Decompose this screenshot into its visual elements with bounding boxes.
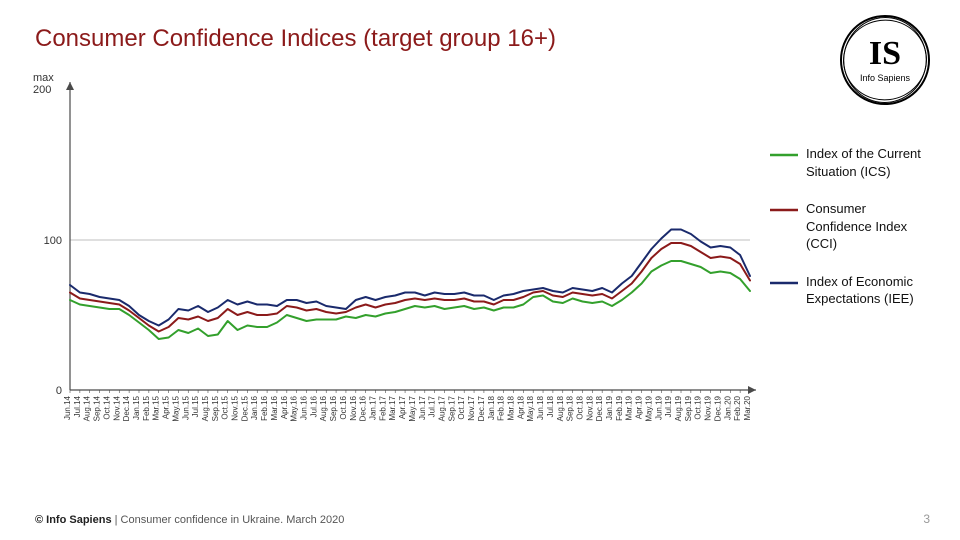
svg-text:Jul.19: Jul.19	[664, 395, 673, 417]
svg-text:Dec.14: Dec.14	[122, 395, 131, 421]
svg-text:Jan.18: Jan.18	[487, 395, 496, 420]
svg-text:Oct.15: Oct.15	[221, 395, 230, 419]
svg-text:Aug.17: Aug.17	[437, 395, 446, 421]
svg-text:Aug.18: Aug.18	[556, 395, 565, 421]
svg-text:Apr.16: Apr.16	[280, 395, 289, 419]
footer-brand: © Info Sapiens	[35, 514, 112, 526]
y-axis-max-label: max 200	[33, 72, 54, 96]
svg-text:Jun.17: Jun.17	[418, 395, 427, 420]
svg-text:Nov.16: Nov.16	[349, 395, 358, 420]
svg-text:100: 100	[44, 235, 62, 247]
svg-text:May.16: May.16	[290, 395, 299, 421]
svg-text:Jan.19: Jan.19	[605, 395, 614, 420]
page-number: 3	[923, 512, 930, 526]
svg-text:May.18: May.18	[526, 395, 535, 421]
legend-label: Consumer Confidence Index (CCI)	[806, 200, 930, 253]
chart-container: max 200 1000Jun.14Jul.14Aug.14Sep.14Oct.…	[35, 70, 755, 450]
svg-text:Feb.19: Feb.19	[615, 395, 624, 420]
svg-text:Jun.18: Jun.18	[536, 395, 545, 420]
svg-text:Apr.18: Apr.18	[516, 395, 525, 419]
svg-text:Apr.19: Apr.19	[635, 395, 644, 419]
legend-item: Index of Economic Expectations (IEE)	[770, 273, 930, 308]
svg-text:Sep.15: Sep.15	[211, 395, 220, 421]
slide-root: Consumer Confidence Indices (target grou…	[0, 0, 960, 540]
svg-text:May.17: May.17	[408, 395, 417, 421]
svg-text:Mar.20: Mar.20	[743, 395, 752, 420]
brand-logo: IS Info Sapiens	[840, 15, 930, 105]
svg-text:Nov.17: Nov.17	[467, 395, 476, 420]
legend-label: Index of Economic Expectations (IEE)	[806, 273, 930, 308]
legend-item: Index of the Current Situation (ICS)	[770, 145, 930, 180]
svg-text:Nov.15: Nov.15	[231, 395, 240, 420]
svg-text:Apr.15: Apr.15	[162, 395, 171, 419]
svg-text:Dec.18: Dec.18	[595, 395, 604, 421]
svg-text:Jun.15: Jun.15	[181, 395, 190, 420]
svg-text:Jan.16: Jan.16	[250, 395, 259, 420]
footer-desc: | Consumer confidence in Ukraine. March …	[112, 514, 345, 526]
svg-text:Feb.17: Feb.17	[378, 395, 387, 420]
svg-text:Dec.17: Dec.17	[477, 395, 486, 421]
svg-text:Jul.14: Jul.14	[73, 395, 82, 417]
svg-text:Sep.16: Sep.16	[329, 395, 338, 421]
svg-text:Oct.17: Oct.17	[457, 395, 466, 419]
svg-text:Feb.15: Feb.15	[142, 395, 151, 420]
svg-text:0: 0	[56, 385, 62, 397]
svg-text:Sep.19: Sep.19	[684, 395, 693, 421]
svg-text:Oct.14: Oct.14	[102, 395, 111, 419]
svg-text:Feb.16: Feb.16	[260, 395, 269, 420]
svg-text:Jun.14: Jun.14	[63, 395, 72, 420]
svg-text:Oct.16: Oct.16	[339, 395, 348, 419]
svg-text:Aug.16: Aug.16	[319, 395, 328, 421]
svg-text:Nov.18: Nov.18	[585, 395, 594, 420]
svg-text:Jan.20: Jan.20	[723, 395, 732, 420]
svg-text:Apr.17: Apr.17	[398, 395, 407, 419]
logo-subtext: Info Sapiens	[860, 73, 910, 83]
svg-text:Sep.18: Sep.18	[566, 395, 575, 421]
legend: Index of the Current Situation (ICS) Cons…	[770, 145, 930, 328]
svg-text:May.15: May.15	[171, 395, 180, 421]
svg-text:Mar.15: Mar.15	[152, 395, 161, 420]
svg-text:Nov.14: Nov.14	[112, 395, 121, 420]
svg-text:May.19: May.19	[644, 395, 653, 421]
logo-initials: IS	[869, 37, 901, 71]
svg-text:Jul.16: Jul.16	[309, 395, 318, 417]
svg-text:Aug.15: Aug.15	[201, 395, 210, 421]
svg-text:Nov.19: Nov.19	[704, 395, 713, 420]
svg-text:Feb.20: Feb.20	[733, 395, 742, 420]
chart-title: Consumer Confidence Indices (target grou…	[35, 25, 556, 53]
legend-swatch-icon	[770, 281, 798, 285]
footer-text: © Info Sapiens | Consumer confidence in …	[35, 514, 344, 526]
svg-text:Feb.18: Feb.18	[497, 395, 506, 420]
svg-text:Dec.16: Dec.16	[359, 395, 368, 421]
svg-text:Jun.16: Jun.16	[300, 395, 309, 420]
logo-circle-icon: IS Info Sapiens	[840, 15, 930, 105]
svg-text:Jul.17: Jul.17	[428, 395, 437, 417]
svg-text:Sep.17: Sep.17	[447, 395, 456, 421]
svg-text:Mar.17: Mar.17	[388, 395, 397, 420]
legend-swatch-icon	[770, 208, 798, 212]
legend-swatch-icon	[770, 153, 798, 157]
svg-text:Oct.19: Oct.19	[694, 395, 703, 419]
svg-text:Aug.19: Aug.19	[674, 395, 683, 421]
svg-text:Aug.14: Aug.14	[83, 395, 92, 421]
svg-text:Oct.18: Oct.18	[575, 395, 584, 419]
line-chart: 100 0Jun.14Jul.14Aug.14Sep.14Oct.14Nov.14…	[35, 70, 755, 450]
svg-text:Jun.19: Jun.19	[654, 395, 663, 420]
svg-text:Jan.15: Jan.15	[132, 395, 141, 420]
legend-label: Index of the Current Situation (ICS)	[806, 145, 930, 180]
svg-text:Mar.16: Mar.16	[270, 395, 279, 420]
svg-text:Dec.19: Dec.19	[713, 395, 722, 421]
svg-text:Jul.18: Jul.18	[546, 395, 555, 417]
svg-text:Jul.15: Jul.15	[191, 395, 200, 417]
svg-text:Mar.18: Mar.18	[506, 395, 515, 420]
svg-text:Sep.14: Sep.14	[93, 395, 102, 421]
legend-item: Consumer Confidence Index (CCI)	[770, 200, 930, 253]
svg-text:Jan.17: Jan.17	[369, 395, 378, 420]
svg-text:Mar.19: Mar.19	[625, 395, 634, 420]
svg-text:Dec.15: Dec.15	[240, 395, 249, 421]
